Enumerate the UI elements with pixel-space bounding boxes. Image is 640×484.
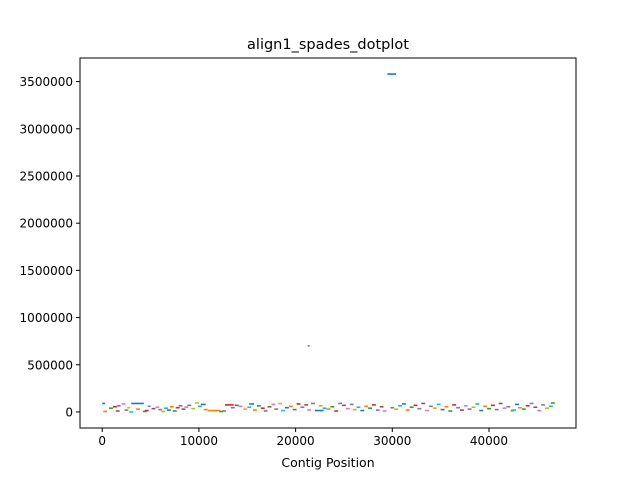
y-tick-label: 3000000 xyxy=(20,122,73,136)
y-tick-label: 1000000 xyxy=(20,311,73,325)
y-tick-label: 3500000 xyxy=(20,75,73,89)
plot-marks xyxy=(102,73,555,413)
x-tick-label: 20000 xyxy=(277,434,315,448)
y-tick-label: 500000 xyxy=(27,358,73,372)
x-tick-label: 10000 xyxy=(180,434,218,448)
x-axis-ticks: 0 10000 20000 30000 40000 xyxy=(98,428,508,448)
y-tick-label: 2000000 xyxy=(20,217,73,231)
y-tick-label: 0 xyxy=(65,405,73,419)
x-axis-label: Contig Position xyxy=(281,455,374,470)
y-axis-ticks: 0 500000 1000000 1500000 2000000 2500000 30000… xyxy=(20,75,80,419)
x-tick-label: 40000 xyxy=(470,434,508,448)
x-tick-label: 30000 xyxy=(373,434,411,448)
x-tick-label: 0 xyxy=(98,434,106,448)
y-tick-label: 1500000 xyxy=(20,264,73,278)
plot-frame xyxy=(79,57,577,429)
y-tick-label: 2500000 xyxy=(20,169,73,183)
chart-title: align1_spades_dotplot xyxy=(247,37,409,53)
